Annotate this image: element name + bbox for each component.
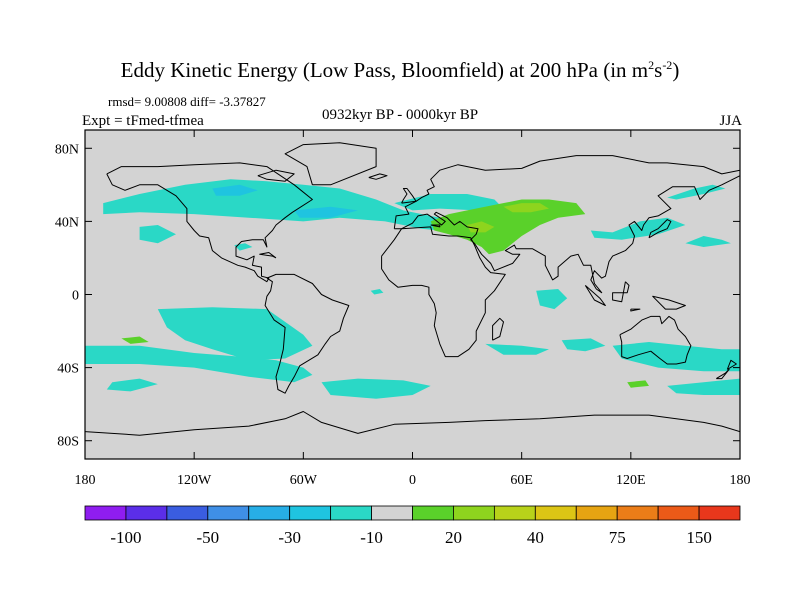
coastline (492, 317, 504, 341)
lon-tick-label: 0 (409, 473, 416, 488)
colorbar-swatch (248, 505, 291, 521)
colorbar-label: 40 (527, 528, 544, 547)
lat-tick-label: 80N (55, 142, 79, 157)
colorbar-swatch (616, 505, 659, 521)
season-label: JJA (719, 113, 742, 129)
coastline (584, 285, 606, 306)
colorbar-swatch (493, 505, 536, 521)
coastline (368, 173, 388, 180)
coastline (652, 295, 686, 310)
coastline (619, 315, 692, 365)
lon-tick-label: 180 (730, 473, 751, 488)
plot-title: Eddy Kinetic Energy (Low Pass, Bloomfiel… (120, 58, 680, 82)
anomaly-region (212, 184, 258, 196)
colorbar-swatch (289, 505, 332, 521)
colorbar: -100 -50 -30 -10 20 40 75 150 (84, 505, 741, 547)
experiment-label: Expt = tFmed-tfmea (82, 113, 204, 129)
anomaly-regions (85, 179, 740, 399)
anomaly-region (467, 221, 495, 233)
anomaly-region (503, 203, 549, 213)
colorbar-swatch (371, 505, 413, 521)
colorbar-swatch (330, 505, 372, 521)
colorbar-swatch (207, 505, 250, 521)
anomaly-region (612, 342, 740, 372)
coastline (401, 188, 417, 204)
lat-tick-label: 0 (72, 289, 79, 304)
coastline (284, 142, 377, 186)
coastlines (85, 142, 740, 436)
colorbar-label: 75 (609, 528, 626, 547)
anomaly-region (370, 289, 384, 295)
coastline (85, 411, 740, 436)
coastline (381, 226, 506, 358)
anomaly-region (139, 225, 176, 244)
anomaly-region (561, 338, 606, 352)
anomaly-region (85, 345, 313, 383)
anomaly-region (667, 378, 740, 395)
colorbar-label: 150 (686, 528, 712, 547)
anomaly-region (536, 289, 568, 310)
anomaly-region (121, 336, 149, 344)
period-label: 0932kyr BP - 0000kyr BP (321, 107, 479, 123)
coastline (612, 281, 630, 303)
colorbar-swatch (125, 505, 168, 521)
axis-ticks: 80N 40N 0 40S 80S 180 120W 60W 0 60E 120E 180 (55, 130, 751, 488)
colorbar-swatch (412, 505, 454, 521)
coastline (648, 219, 672, 239)
coastline (430, 224, 441, 228)
anomaly-region (106, 378, 158, 392)
colorbar-swatch (698, 505, 741, 521)
anomaly-region (430, 199, 586, 255)
colorbar-label: -10 (360, 528, 383, 547)
anomaly-region (234, 243, 253, 251)
map-background (85, 130, 740, 459)
anomaly-region (321, 378, 431, 399)
colorbar-swatch (657, 505, 700, 521)
colorbar-swatch (575, 505, 618, 521)
colorbar-swatch (453, 505, 495, 521)
coastline (264, 273, 350, 394)
colorbar-label: 20 (445, 528, 462, 547)
colorbar-label: -50 (196, 528, 219, 547)
coastline (257, 169, 295, 182)
anomaly-region (627, 380, 649, 388)
colorbar-swatch (166, 505, 209, 521)
colorbar-swatch (534, 505, 577, 521)
colorbar-label: -30 (278, 528, 301, 547)
lat-tick-label: 40N (55, 215, 79, 230)
coastline (716, 368, 730, 380)
anomaly-region (103, 179, 468, 233)
anomaly-region (590, 217, 686, 240)
coastline (106, 162, 313, 283)
lon-tick-label: 60W (290, 473, 318, 488)
coastline (726, 359, 737, 370)
lon-tick-label: 180 (75, 473, 96, 488)
coastline (259, 252, 277, 259)
lon-tick-label: 120W (177, 473, 212, 488)
lat-tick-label: 40S (57, 362, 79, 377)
anomaly-region (685, 236, 731, 247)
colorbar-label: -100 (110, 528, 141, 547)
anomaly-region (157, 307, 313, 361)
lon-tick-label: 60E (510, 473, 533, 488)
coastline (393, 155, 740, 294)
lon-tick-label: 120E (616, 473, 646, 488)
lat-tick-label: 80S (57, 435, 79, 450)
colorbar-swatch (84, 505, 127, 521)
anomaly-region (294, 206, 358, 218)
anomaly-region (485, 343, 549, 355)
stats-label: rmsd= 9.00808 diff= -3.37827 (108, 94, 266, 109)
coastline (630, 308, 641, 312)
